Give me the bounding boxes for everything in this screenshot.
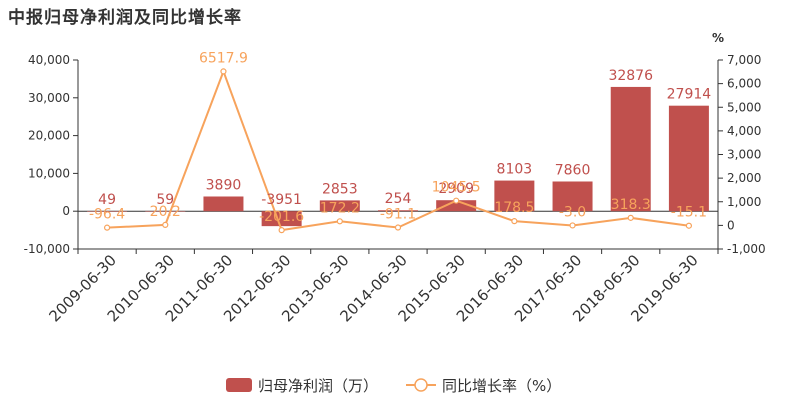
y-right-tick-label: 7,000 [727, 53, 761, 67]
growth-value-label: 20.2 [150, 204, 181, 220]
bar-value-label: 8103 [497, 162, 533, 178]
y-right-tick-label: 2,000 [727, 171, 761, 185]
growth-point [453, 197, 460, 204]
bar-value-label: 59 [156, 192, 174, 208]
legend[interactable]: 归母净利润（万） 同比增长率（%） [226, 377, 561, 395]
growth-point [162, 221, 169, 228]
growth-point [336, 218, 343, 225]
growth-value-label: -96.4 [89, 207, 125, 223]
y-left-tick-label: 10,000 [28, 166, 70, 180]
bar [145, 210, 186, 212]
bar [552, 181, 593, 212]
y-right-tick-label: -1,000 [727, 242, 766, 256]
y-right-tick-label: 5,000 [727, 100, 761, 114]
bar [378, 210, 418, 212]
growth-value-label: -91.1 [380, 207, 416, 223]
y-right-tick-label: 1,000 [727, 195, 761, 209]
bar [436, 200, 477, 212]
y-right-tick-label: 4,000 [727, 124, 761, 138]
chart-title: 中报归母净利润及同比增长率 [8, 8, 242, 28]
growth-point [685, 222, 693, 229]
y-left-tick-label: 30,000 [28, 91, 70, 105]
bar-value-label: 3890 [206, 177, 242, 193]
growth-value-label: 6517.9 [199, 50, 248, 66]
growth-point [103, 224, 111, 231]
bar [494, 180, 535, 212]
bar-value-label: 254 [385, 191, 412, 207]
bar-value-label: 32876 [608, 68, 653, 84]
growth-point [220, 68, 227, 75]
growth-value-label: 178.5 [494, 200, 534, 216]
bar-value-label: 7860 [555, 162, 591, 178]
bar-value-label: -3951 [261, 192, 302, 208]
bar [203, 196, 244, 212]
axes-group: -10,000 0 10,000 20,000 30,000 40,000 -1,000 0 1… [24, 31, 766, 325]
growth-value-label: 172.2 [320, 200, 360, 216]
legend-line-marker [414, 378, 428, 392]
growth-value-label: -201.6 [259, 209, 304, 225]
y-left-tick-label: 40,000 [28, 53, 70, 67]
growth-point [278, 227, 285, 234]
data-labels-group: 49 59 3890 -3951 2853 254 2909 8103 7860 32876 279… [89, 50, 711, 225]
y-right-tick-label: 6,000 [727, 77, 761, 91]
growth-point [394, 224, 402, 231]
y-right-tick-label: 3,000 [727, 148, 761, 162]
y-right-tick-label: 0 [727, 218, 735, 232]
bar [610, 86, 651, 212]
bar [261, 211, 302, 227]
growth-value-label: 1045.5 [432, 180, 481, 196]
bar-value-label: 2853 [322, 181, 358, 197]
growth-value-label: 318.3 [611, 197, 651, 213]
bar [319, 200, 360, 212]
bars-group [87, 86, 709, 227]
legend-line-label: 同比增长率（%） [442, 377, 561, 395]
y-right-unit-label: % [712, 31, 724, 45]
growth-point [627, 214, 634, 221]
y-left-tick-label: 0 [62, 204, 70, 218]
growth-point [569, 222, 576, 229]
growth-value-label: -3.0 [559, 204, 586, 220]
growth-value-label: -15.1 [671, 205, 707, 221]
growth-point [511, 218, 518, 225]
bar-value-label: 49 [98, 192, 116, 208]
legend-bar-label: 归母净利润（万） [258, 377, 378, 395]
line-group [103, 68, 693, 234]
y-left-tick-label: -10,000 [24, 242, 70, 256]
bar [87, 211, 128, 212]
bar-value-label: 2909 [438, 181, 474, 197]
legend-bar-swatch [226, 378, 252, 392]
bar [668, 105, 709, 212]
y-left-tick-label: 20,000 [28, 129, 70, 143]
bar-value-label: 27914 [667, 87, 712, 103]
